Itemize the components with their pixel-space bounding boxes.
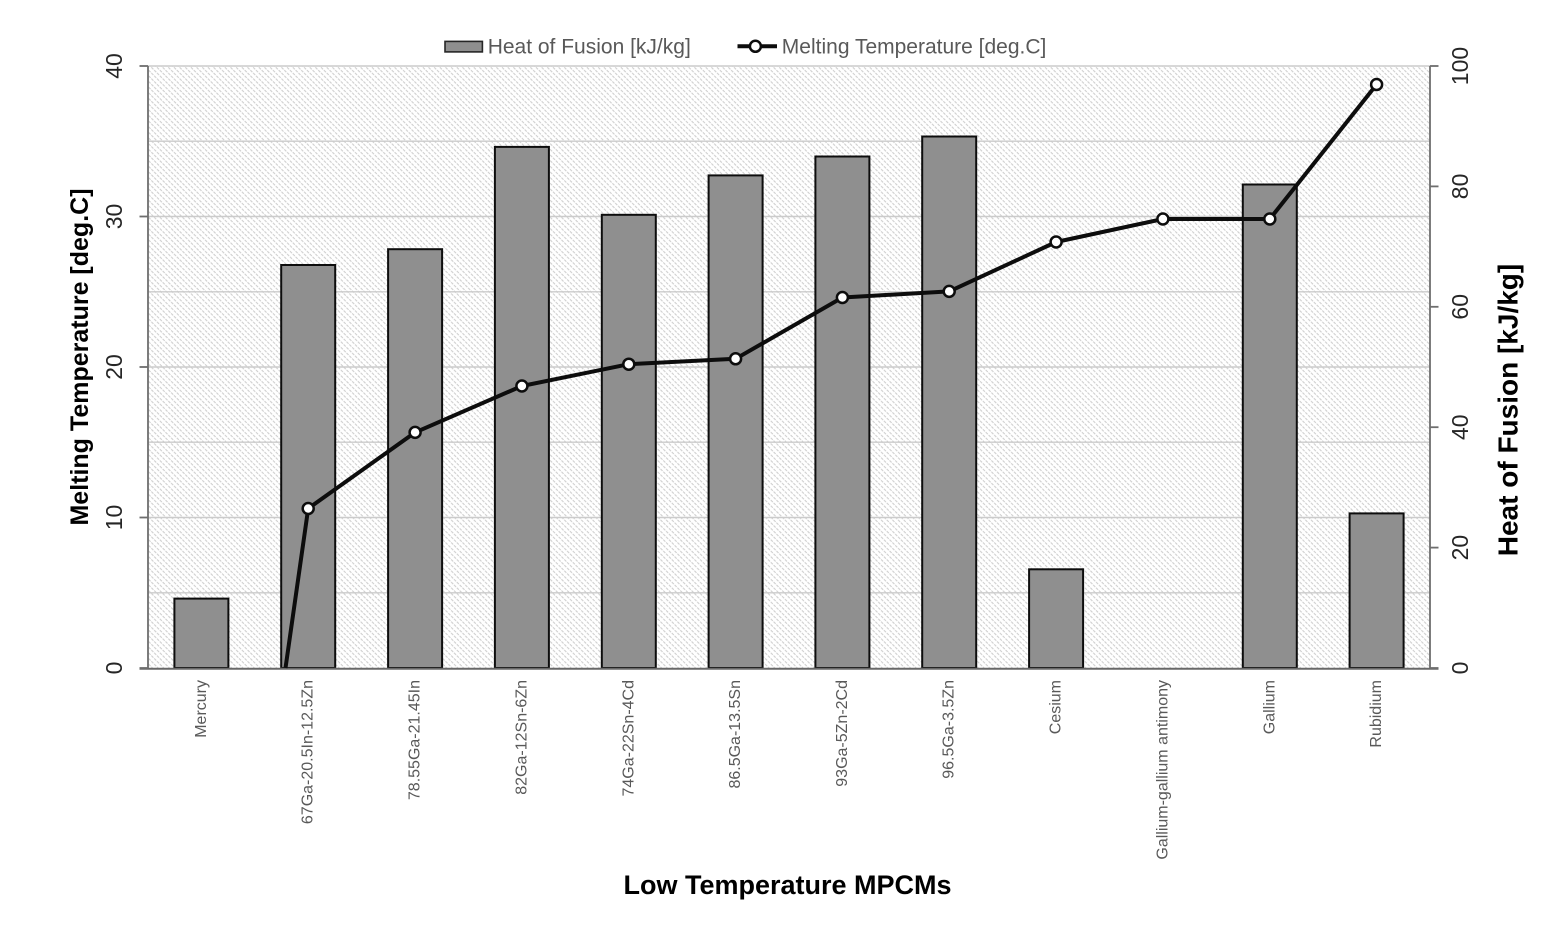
svg-text:Gallium: Gallium bbox=[1261, 680, 1278, 734]
svg-text:0: 0 bbox=[101, 662, 127, 675]
svg-text:74Ga-22Sn-4Cd: 74Ga-22Sn-4Cd bbox=[620, 680, 637, 797]
svg-text:78.55Ga-21.45In: 78.55Ga-21.45In bbox=[407, 680, 424, 800]
svg-text:20: 20 bbox=[101, 354, 127, 380]
svg-text:Low Temperature MPCMs: Low Temperature MPCMs bbox=[623, 870, 951, 900]
svg-text:10: 10 bbox=[101, 505, 127, 531]
svg-text:20: 20 bbox=[1447, 535, 1473, 561]
svg-text:0: 0 bbox=[1447, 662, 1473, 675]
svg-text:82Ga-12Sn-6Zn: 82Ga-12Sn-6Zn bbox=[513, 680, 530, 795]
svg-text:30: 30 bbox=[101, 204, 127, 230]
svg-text:Cesium: Cesium bbox=[1048, 680, 1065, 734]
svg-text:Rubidium: Rubidium bbox=[1368, 680, 1385, 748]
svg-text:Melting Temperature [deg.C]: Melting Temperature [deg.C] bbox=[66, 188, 94, 525]
svg-text:Gallium-gallium antimony: Gallium-gallium antimony bbox=[1154, 680, 1171, 860]
svg-text:100: 100 bbox=[1447, 47, 1473, 85]
svg-text:86.5Ga-13.5Sn: 86.5Ga-13.5Sn bbox=[727, 680, 744, 789]
svg-text:80: 80 bbox=[1447, 174, 1473, 200]
svg-text:67Ga-20.5In-12.5Zn: 67Ga-20.5In-12.5Zn bbox=[300, 680, 317, 824]
svg-text:Melting Temperature [deg.C]: Melting Temperature [deg.C] bbox=[782, 36, 1047, 59]
svg-text:93Ga-5Zn-2Cd: 93Ga-5Zn-2Cd bbox=[834, 680, 851, 787]
svg-text:40: 40 bbox=[1447, 414, 1473, 440]
svg-text:Mercury: Mercury bbox=[193, 680, 210, 738]
svg-text:Heat of Fusion [kJ/kg]: Heat of Fusion [kJ/kg] bbox=[488, 36, 691, 59]
svg-text:60: 60 bbox=[1447, 294, 1473, 320]
svg-text:40: 40 bbox=[101, 53, 127, 79]
svg-text:96.5Ga-3.5Zn: 96.5Ga-3.5Zn bbox=[941, 680, 958, 779]
svg-text:Heat of Fusion [kJ/kg]: Heat of Fusion [kJ/kg] bbox=[1493, 264, 1524, 556]
